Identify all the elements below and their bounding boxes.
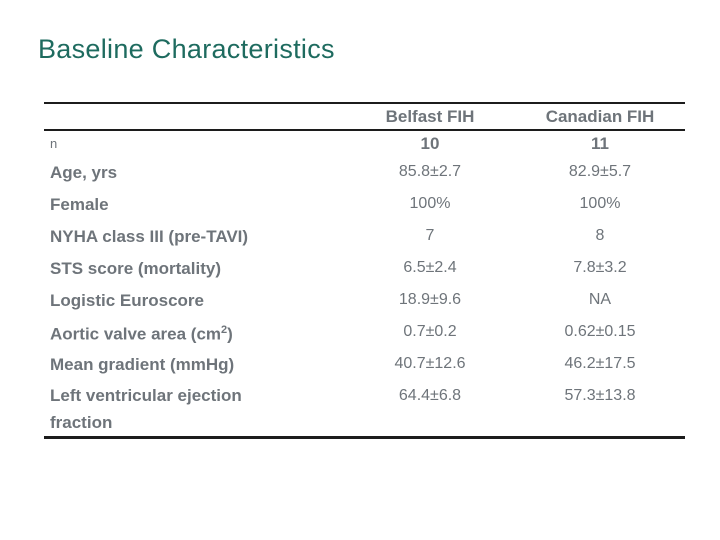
cell-gradient-belfast: 40.7±12.6 (394, 355, 466, 372)
cell-gradient-canadian: 46.2±17.5 (564, 355, 636, 372)
table-row-age: Age, yrs 85.8±2.7 82.9±5.7 (44, 156, 685, 188)
table-row-aortic-valve-area: Aortic valve area (cm2) 0.7±0.2 0.62±0.1… (44, 316, 685, 348)
aortic-label-text: Aortic valve area (cm (50, 324, 222, 344)
table-row-lvef: Left ventricular ejection fraction 64.4±… (44, 380, 685, 439)
cell-n-canadian: 11 (591, 133, 609, 153)
cell-female-canadian: 100% (579, 195, 621, 212)
cell-aortic-canadian: 0.62±0.15 (564, 323, 636, 340)
row-label-aortic-valve-area: Aortic valve area (cm2) (44, 316, 345, 348)
header-belfast-fih: Belfast FIH (345, 102, 515, 131)
cell-euroscore-belfast: 18.9±9.6 (398, 291, 462, 308)
cell-aortic-belfast: 0.7±0.2 (403, 323, 457, 340)
slide-title: Baseline Characteristics (38, 34, 335, 64)
cell-lvef-canadian: 57.3±13.8 (515, 380, 685, 439)
header-empty-cell (44, 102, 345, 131)
cell-euroscore-canadian: NA (588, 291, 612, 308)
row-label-age: Age, yrs (50, 162, 118, 182)
row-label-sts: STS score (mortality) (50, 258, 221, 278)
table-row-euroscore: Logistic Euroscore 18.9±9.6 NA (44, 284, 685, 316)
row-label-euroscore: Logistic Euroscore (50, 290, 204, 310)
row-label-n: n (50, 136, 58, 151)
table-row-n: n 10 11 (44, 130, 685, 156)
table-row-nyha: NYHA class III (pre-TAVI) 7 8 (44, 220, 685, 252)
row-label-female: Female (50, 194, 109, 214)
cell-age-canadian: 82.9±5.7 (568, 163, 632, 180)
row-label-lvef: Left ventricular ejection fraction (44, 380, 345, 439)
cell-age-belfast: 85.8±2.7 (398, 163, 462, 180)
cell-nyha-belfast: 7 (425, 227, 435, 244)
table-row-female: Female 100% 100% (44, 188, 685, 220)
row-label-mean-gradient: Mean gradient (mmHg) (50, 354, 235, 374)
lvef-label-text: Left ventricular ejection fraction (50, 386, 242, 432)
baseline-characteristics-table: Belfast FIH Canadian FIH n 10 11 Age, yr… (44, 102, 685, 439)
cell-lvef-belfast: 64.4±6.8 (345, 380, 515, 439)
header-canadian-fih: Canadian FIH (515, 102, 685, 131)
cell-female-belfast: 100% (409, 195, 451, 212)
table-row-mean-gradient: Mean gradient (mmHg) 40.7±12.6 46.2±17.5 (44, 348, 685, 380)
table-header-row: Belfast FIH Canadian FIH (44, 102, 685, 131)
cell-sts-belfast: 6.5±2.4 (403, 259, 457, 276)
aortic-label-close-paren: ) (227, 324, 233, 344)
table-row-sts: STS score (mortality) 6.5±2.4 7.8±3.2 (44, 252, 685, 284)
aortic-label-superscript: 2 (221, 323, 228, 336)
cell-sts-canadian: 7.8±3.2 (573, 259, 627, 276)
row-label-nyha: NYHA class III (pre-TAVI) (50, 226, 249, 246)
cell-nyha-canadian: 8 (595, 227, 605, 244)
cell-n-belfast: 10 (420, 133, 440, 153)
